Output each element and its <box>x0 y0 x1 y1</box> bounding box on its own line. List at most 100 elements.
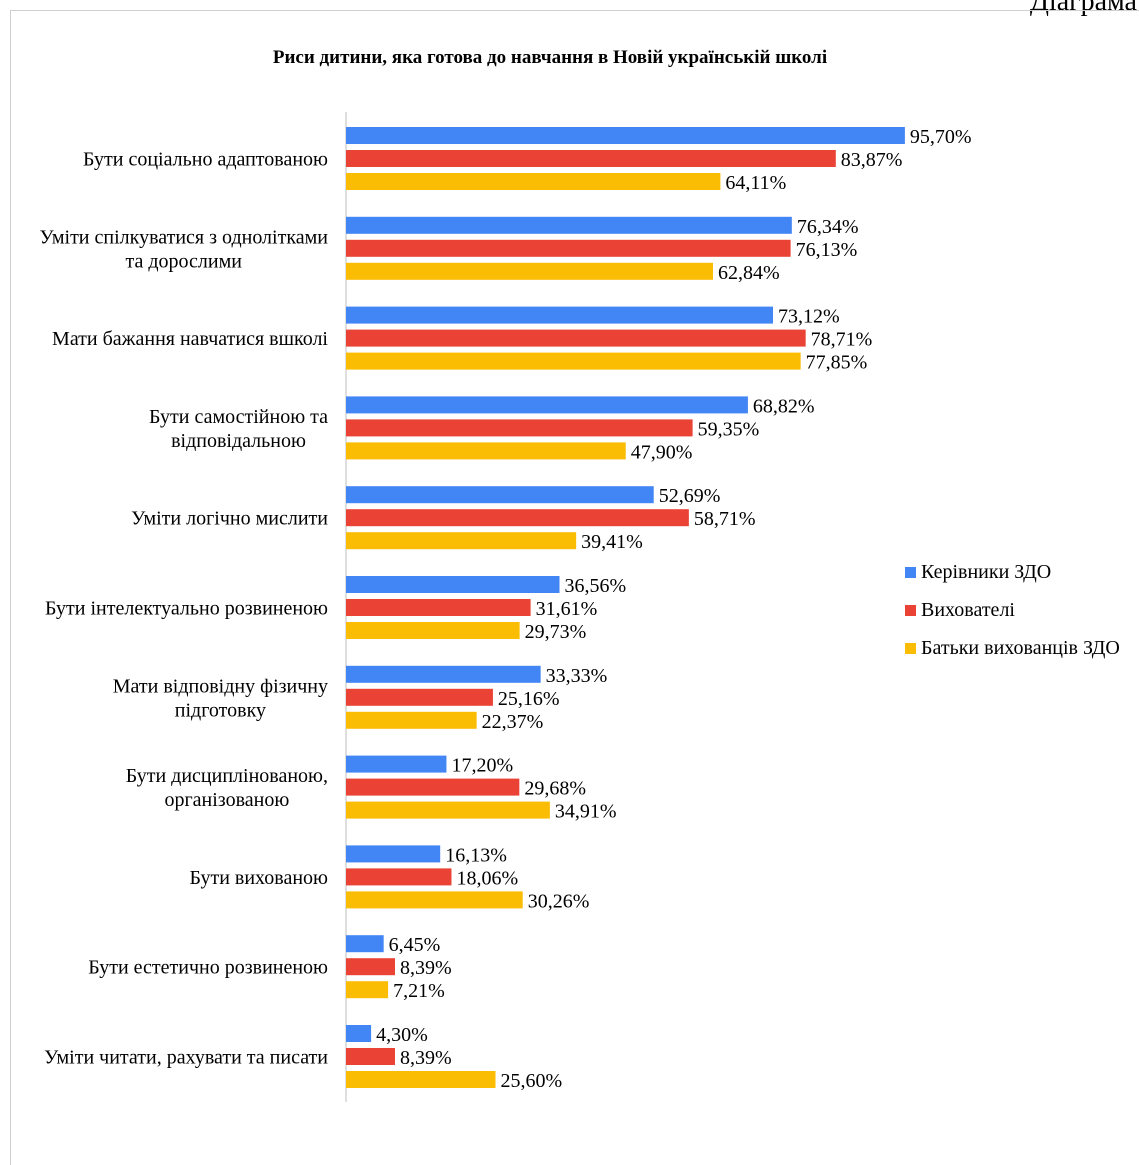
category-label: Уміти логічно мислити <box>131 508 328 530</box>
bar <box>346 150 836 167</box>
value-label: 22,37% <box>482 711 544 733</box>
category-label-line: Бути вихованою <box>189 867 328 889</box>
bar <box>346 1048 395 1065</box>
bar <box>346 442 626 460</box>
value-label: 17,20% <box>451 755 513 777</box>
bar <box>346 509 689 527</box>
bar <box>346 868 452 886</box>
category-label-line: Мати відповідну фізичну <box>113 675 328 697</box>
bar <box>346 935 384 953</box>
value-label: 78,71% <box>811 329 873 351</box>
bar <box>346 262 713 280</box>
value-label: 76,34% <box>797 216 859 238</box>
value-label: 68,82% <box>753 395 815 417</box>
legend-swatch <box>905 567 916 578</box>
category-label: Мати бажання навчатися вшколі <box>52 328 328 350</box>
bar <box>346 845 441 863</box>
bar <box>346 599 531 616</box>
bar <box>346 1025 372 1042</box>
value-label: 36,56% <box>565 575 627 597</box>
value-label: 83,87% <box>841 149 903 171</box>
value-label: 25,60% <box>501 1070 563 1092</box>
bar <box>346 755 447 773</box>
bar <box>346 622 520 639</box>
legend-label: Батьки вихованців ЗДО <box>921 637 1120 659</box>
legend-swatch <box>905 643 916 654</box>
bar <box>346 396 748 414</box>
bar <box>346 127 905 144</box>
bar <box>346 306 774 324</box>
category-label: Мати відповідну фізичну підготовку <box>113 675 328 721</box>
value-label: 47,90% <box>631 441 693 463</box>
corner-label: Діаграма <box>1029 0 1137 17</box>
legend: Керівники ЗДО Вихователі Батьки вихованців… <box>905 561 1120 659</box>
category-label: Бути інтелектуально розвиненою <box>45 598 328 620</box>
category-label-line: Уміти логічно мислити <box>131 508 328 530</box>
category-label: Бути вихованою <box>189 867 328 889</box>
category-label-line: Бути самостійною та <box>149 406 328 428</box>
bar <box>346 352 801 370</box>
value-label: 95,70% <box>910 126 972 148</box>
value-label: 29,68% <box>524 778 586 800</box>
bar <box>346 958 395 976</box>
category-label: Уміти спілкуватися з однолітками та дорос… <box>39 226 328 272</box>
value-label: 16,13% <box>445 844 507 866</box>
chart-frame <box>10 10 1139 1165</box>
bar <box>346 801 550 819</box>
bar <box>346 711 477 729</box>
value-label: 6,45% <box>389 934 441 956</box>
bar <box>346 329 806 347</box>
bar <box>346 532 577 550</box>
bar <box>346 173 721 190</box>
value-label: 18,06% <box>456 867 518 889</box>
category-label-line: Мати бажання навчатися вшколі <box>52 328 328 350</box>
value-label: 7,21% <box>393 980 445 1002</box>
value-label: 52,69% <box>659 485 721 507</box>
category-label-line: організованою <box>164 789 289 811</box>
category-label: Бути самостійною та відповідальною <box>149 406 328 452</box>
category-label: Уміти читати, рахувати та писати <box>44 1047 328 1069</box>
category-label-line: відповідальною <box>171 430 306 452</box>
chart-title: Риси дитини, яка готова до навчання в Но… <box>273 47 827 68</box>
bar <box>346 1071 496 1088</box>
value-label: 76,13% <box>796 239 858 261</box>
value-label: 64,11% <box>725 172 786 194</box>
value-label: 30,26% <box>528 890 590 912</box>
category-label-line: Бути соціально адаптованою <box>83 149 328 171</box>
legend-swatch <box>905 605 916 616</box>
value-label: 39,41% <box>581 531 643 553</box>
value-label: 4,30% <box>376 1024 428 1046</box>
bars-layer <box>346 127 905 1088</box>
bar <box>346 576 560 593</box>
bar <box>346 891 523 909</box>
category-label-line: Бути дисциплінованою, <box>126 765 328 787</box>
value-label: 8,39% <box>400 1047 452 1069</box>
category-label-line: Уміти читати, рахувати та писати <box>44 1047 328 1069</box>
bar <box>346 688 493 706</box>
value-label: 58,71% <box>694 508 756 530</box>
value-label: 31,61% <box>536 598 598 620</box>
value-label: 29,73% <box>525 621 587 643</box>
category-label-line: та дорослими <box>125 250 242 272</box>
bar <box>346 239 791 257</box>
category-label: Бути соціально адаптованою <box>83 149 328 171</box>
category-label-line: Уміти спілкуватися з однолітками <box>39 226 328 248</box>
bar <box>346 981 389 999</box>
labels-layer: 95,70% 83,87% 64,11% Бути соціально адаптов… <box>39 126 971 1092</box>
bar <box>346 486 654 504</box>
legend-label: Вихователі <box>921 599 1015 621</box>
value-label: 34,91% <box>555 801 617 823</box>
category-label: Бути дисциплінованою, організованою <box>126 765 328 811</box>
value-label: 59,35% <box>698 418 760 440</box>
value-label: 62,84% <box>718 262 780 284</box>
category-label-line: Бути інтелектуально розвиненою <box>45 598 328 620</box>
legend-label: Керівники ЗДО <box>921 561 1051 583</box>
category-label-line: підготовку <box>175 699 266 721</box>
bar <box>346 216 792 234</box>
category-label-line: Бути естетично розвиненою <box>88 957 328 979</box>
value-label: 73,12% <box>778 306 840 328</box>
value-label: 77,85% <box>806 352 868 374</box>
bar <box>346 665 541 683</box>
value-label: 25,16% <box>498 688 560 710</box>
